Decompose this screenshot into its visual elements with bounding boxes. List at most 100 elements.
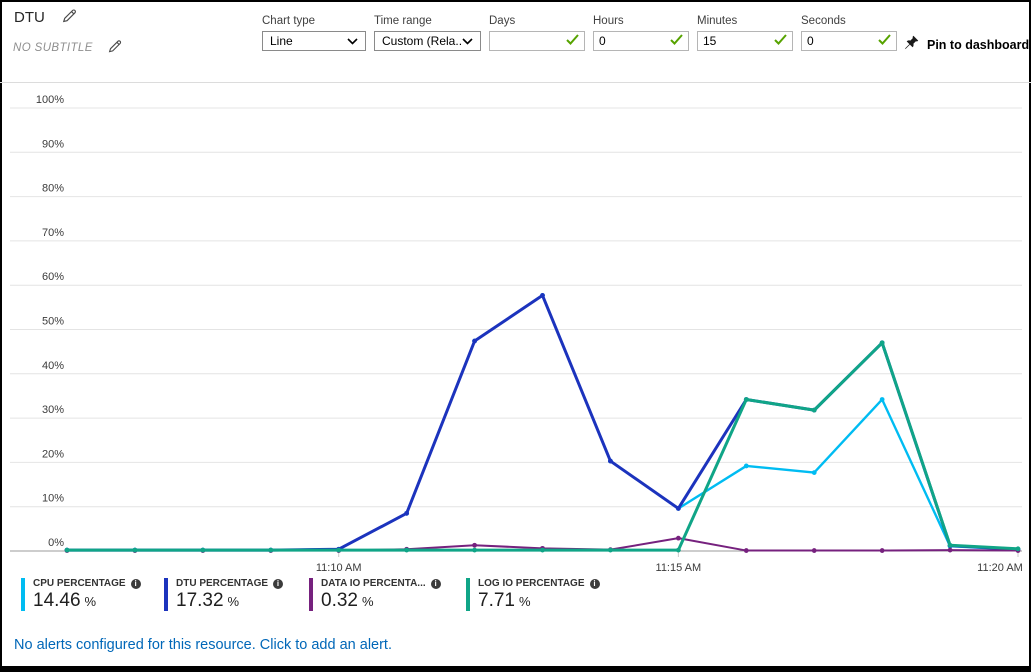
valid-check-icon: [670, 32, 683, 50]
bottom-border-bar: [0, 666, 1031, 672]
data-point: [608, 458, 613, 464]
legend-series-value: 0.32%: [321, 590, 374, 611]
seconds-label: Seconds: [801, 15, 846, 27]
chevron-down-icon: [462, 32, 473, 50]
valid-check-icon: [878, 32, 891, 50]
y-axis-tick-label: 20%: [42, 448, 64, 460]
legend-series-name: DATA IO PERCENTA... i: [321, 578, 441, 589]
chart-type-control: Chart type Line: [262, 15, 366, 51]
data-point: [200, 547, 206, 553]
add-alert-link[interactable]: No alerts configured for this resource. …: [14, 637, 392, 653]
data-point: [472, 547, 477, 553]
y-axis-tick-label: 70%: [42, 227, 64, 239]
data-point: [64, 547, 70, 553]
data-point: [608, 547, 613, 553]
legend-item: LOG IO PERCENTAGE i 7.71%: [466, 578, 609, 612]
data-point: [743, 397, 749, 402]
data-point: [1015, 546, 1021, 552]
info-icon[interactable]: i: [273, 578, 284, 589]
chart-type-select[interactable]: Line: [262, 31, 366, 51]
days-label: Days: [489, 15, 516, 27]
time-range-select[interactable]: Custom (Rela...: [374, 31, 481, 51]
legend-series-value: 14.46%: [33, 590, 97, 611]
info-icon[interactable]: i: [130, 578, 141, 589]
edit-title-button[interactable]: [61, 7, 78, 27]
legend-series-unit: %: [84, 594, 97, 609]
info-icon[interactable]: i: [589, 578, 600, 589]
y-axis-tick-label: 10%: [42, 493, 64, 505]
data-point: [132, 547, 138, 553]
data-point: [336, 547, 342, 553]
legend-series-name: CPU PERCENTAGE i: [33, 578, 141, 589]
data-point: [947, 547, 953, 553]
chart-legend: CPU PERCENTAGE i 14.46% DTU PERCENTAGE i 17.3…: [21, 578, 609, 612]
legend-series-value: 7.71%: [478, 590, 531, 611]
pencil-icon: [61, 7, 78, 27]
y-axis-tick-label: 60%: [42, 271, 64, 283]
days-input[interactable]: [495, 34, 559, 48]
pin-to-dashboard-button[interactable]: Pin to dashboard: [903, 35, 1029, 54]
hours-control: Hours: [593, 15, 689, 51]
pin-to-dashboard-label: Pin to dashboard: [927, 37, 1030, 52]
valid-check-icon: [774, 32, 787, 50]
legend-series-value: 17.32%: [176, 590, 240, 611]
data-point: [743, 463, 749, 469]
series-line-dtu-percentage: [65, 293, 1020, 552]
legend-series-unit: %: [361, 594, 374, 609]
page-title: DTU: [14, 8, 45, 26]
data-point: [879, 340, 885, 346]
info-icon[interactable]: i: [430, 578, 441, 589]
x-axis-tick-label: 11:15 AM: [656, 562, 702, 574]
time-range-control: Time range Custom (Rela...: [374, 15, 481, 51]
time-range-value: Custom (Rela...: [382, 34, 462, 48]
data-point: [811, 470, 817, 475]
data-point: [879, 397, 885, 402]
seconds-control: Seconds: [801, 15, 897, 51]
page-subtitle: NO SUBTITLE: [13, 41, 93, 54]
legend-item: DTU PERCENTAGE i 17.32%: [164, 578, 309, 612]
chevron-down-icon: [347, 32, 358, 50]
hours-label: Hours: [593, 15, 624, 27]
hours-input[interactable]: [599, 34, 663, 48]
seconds-input[interactable]: [807, 34, 871, 48]
valid-check-icon: [566, 32, 579, 50]
days-control: Days: [489, 15, 585, 51]
data-point: [472, 338, 477, 344]
data-point: [404, 547, 410, 553]
dtu-line-chart: 0% 10% 20% 30% 40% 50% 60% 70% 80% 90% 100% 11:10 A…: [10, 94, 1023, 574]
legend-item: CPU PERCENTAGE i 14.46%: [21, 578, 164, 612]
edit-subtitle-button[interactable]: [107, 38, 123, 57]
x-axis-tick-label: 11:10 AM: [316, 562, 362, 574]
legend-series-name: LOG IO PERCENTAGE i: [478, 578, 600, 589]
data-point: [472, 542, 477, 548]
series-line-cpu-percentage: [65, 294, 1020, 552]
data-point: [675, 535, 681, 541]
data-point: [947, 542, 953, 548]
pencil-icon: [107, 38, 123, 57]
y-axis-tick-label: 80%: [42, 183, 64, 195]
data-point: [879, 548, 885, 553]
legend-item: DATA IO PERCENTA... i 0.32%: [309, 578, 466, 612]
data-point: [540, 547, 545, 553]
chart-area: 0% 10% 20% 30% 40% 50% 60% 70% 80% 90% 100% 11:10 A…: [0, 82, 1031, 582]
chart-type-label: Chart type: [262, 15, 316, 27]
subtitle-row: NO SUBTITLE: [13, 38, 123, 57]
y-axis-tick-label: 40%: [42, 360, 64, 372]
data-point: [811, 407, 817, 413]
y-axis-tick-label: 100%: [36, 94, 64, 106]
legend-color-bar: [164, 578, 168, 611]
legend-series-unit: %: [518, 594, 531, 609]
legend-color-bar: [21, 578, 25, 611]
y-axis-tick-label: 50%: [42, 316, 64, 328]
title-row: DTU: [14, 7, 78, 27]
chart-controls: Chart type Line Time range Custom (Rela.…: [262, 15, 897, 51]
data-point: [811, 548, 817, 553]
minutes-input[interactable]: [703, 34, 767, 48]
x-axis-tick-label: 11:20 AM: [977, 562, 1023, 574]
y-axis-tick-label: 0%: [48, 537, 64, 549]
data-point: [268, 547, 274, 553]
data-point: [675, 506, 681, 511]
data-point: [404, 510, 410, 516]
time-range-label: Time range: [374, 15, 432, 27]
